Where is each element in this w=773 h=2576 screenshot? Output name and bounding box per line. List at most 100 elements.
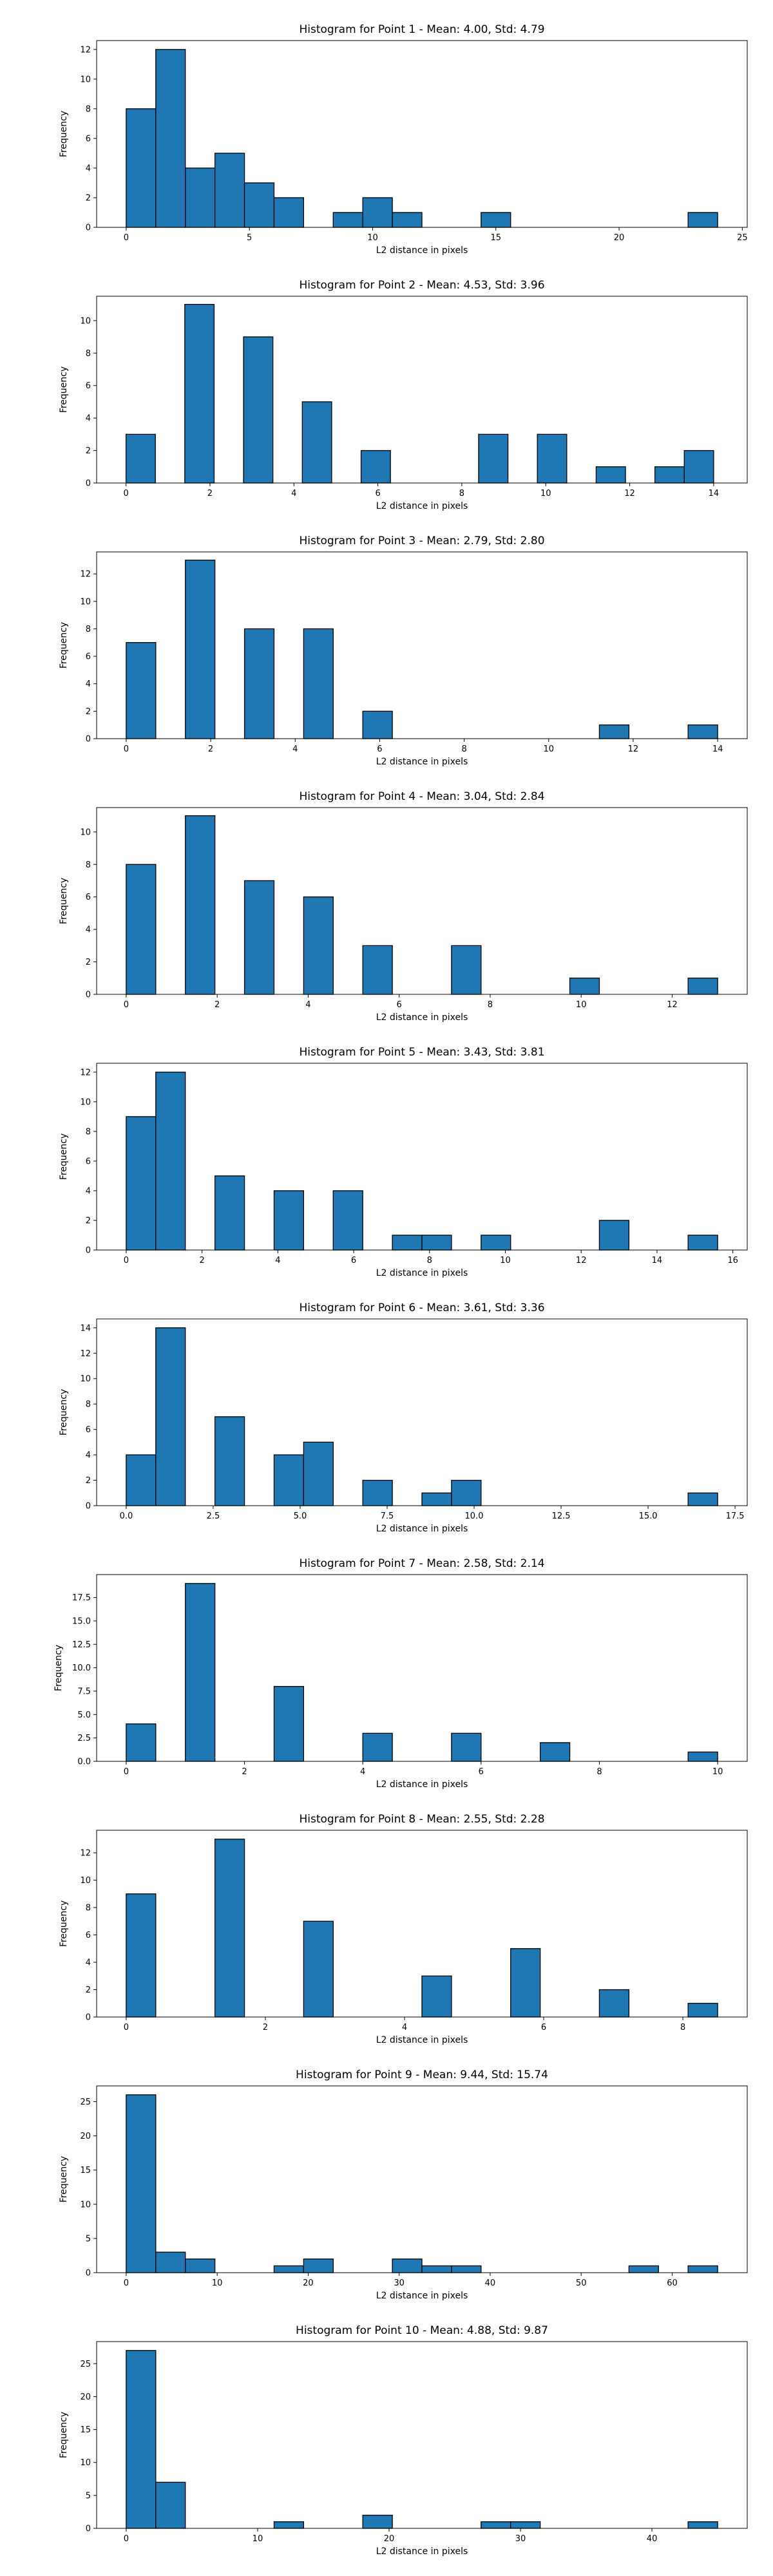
y-tick-label: 8 <box>86 1127 91 1137</box>
y-tick-label: 8 <box>86 349 91 359</box>
histogram-bar <box>362 1732 393 1762</box>
histogram-bar <box>125 433 156 484</box>
y-tick-label: 12 <box>80 570 91 580</box>
y-tick-label: 0 <box>86 2524 91 2534</box>
x-tick-label: 12.5 <box>552 1511 571 1521</box>
y-tick-label: 0 <box>86 735 91 744</box>
x-axis-label: L2 distance in pixels <box>376 757 468 767</box>
chart-panel-8: Histogram for Point 8 - Mean: 2.55, Std:… <box>59 1813 748 2045</box>
axes-frame <box>96 2341 748 2529</box>
x-tick-label: 6 <box>541 2023 546 2032</box>
y-tick-label: 6 <box>86 1425 91 1435</box>
y-tick-label: 6 <box>86 652 91 662</box>
x-tick-label: 6 <box>479 1767 484 1777</box>
x-tick-label: 12 <box>628 744 639 754</box>
histogram-bar <box>392 212 423 228</box>
histogram-bar <box>332 1190 363 1251</box>
chart-panel-4: Histogram for Point 4 - Mean: 3.04, Std:… <box>59 790 748 1023</box>
y-tick-label: 0 <box>86 990 91 1000</box>
x-tick-label: 2 <box>208 744 213 754</box>
chart-panel-10: Histogram for Point 10 - Mean: 4.88, Std… <box>59 2324 748 2557</box>
histogram-bar <box>243 880 275 995</box>
histogram-bar <box>598 724 630 739</box>
histogram-bar <box>687 212 718 228</box>
histogram-bar <box>185 2259 216 2273</box>
chart-panel-5: Histogram for Point 5 - Mean: 3.43, Std:… <box>59 1046 748 1278</box>
x-tick-label: 50 <box>576 2278 587 2288</box>
x-tick-label: 5.0 <box>294 1511 307 1521</box>
histogram-bar <box>451 1479 482 1506</box>
x-tick-label: 6 <box>377 744 382 754</box>
x-tick-label: 14 <box>709 489 720 498</box>
x-tick-label: 0 <box>124 1767 129 1777</box>
x-tick-label: 8 <box>459 489 464 498</box>
y-axis-label: Frequency <box>59 1389 69 1435</box>
x-tick-label: 10 <box>540 489 551 498</box>
x-axis-label: L2 distance in pixels <box>376 2546 468 2557</box>
y-tick-label: 5 <box>86 2491 91 2501</box>
histogram-bar <box>478 433 509 484</box>
x-tick-label: 2 <box>199 1256 204 1265</box>
y-tick-label: 2 <box>86 193 91 203</box>
histogram-bar <box>273 2265 305 2273</box>
y-tick-label: 0.0 <box>77 1757 91 1767</box>
chart-panel-7: Histogram for Point 7 - Mean: 2.58, Std:… <box>53 1557 748 1790</box>
x-axis-label: L2 distance in pixels <box>376 1268 468 1278</box>
y-tick-label: 10 <box>80 316 91 326</box>
y-axis-label: Frequency <box>59 2412 69 2458</box>
y-tick-label: 0 <box>86 1502 91 1511</box>
y-tick-label: 10 <box>80 2200 91 2210</box>
y-tick-label: 6 <box>86 1931 91 1940</box>
histogram-bar <box>273 1686 305 1762</box>
y-tick-label: 10.0 <box>72 1663 91 1673</box>
chart-title: Histogram for Point 9 - Mean: 9.44, Std:… <box>296 2069 548 2081</box>
histogram-bar <box>155 49 186 228</box>
chart-title: Histogram for Point 6 - Mean: 3.61, Std:… <box>299 1302 544 1314</box>
x-axis-label: L2 distance in pixels <box>376 245 468 256</box>
histogram-bar <box>303 2259 334 2273</box>
x-tick-label: 10 <box>253 2534 263 2544</box>
x-tick-label: 10 <box>712 1767 723 1777</box>
x-tick-label: 8 <box>461 744 466 754</box>
histogram-bar <box>421 2265 452 2273</box>
y-tick-label: 12 <box>80 45 91 55</box>
histogram-bar <box>451 945 482 995</box>
y-axis-label: Frequency <box>59 366 69 413</box>
axes-frame <box>96 551 748 739</box>
histogram-bar <box>185 1583 216 1762</box>
x-tick-label: 0 <box>124 2534 129 2544</box>
histogram-bar <box>243 628 275 739</box>
histogram-bar <box>481 1235 511 1251</box>
y-tick-label: 12.5 <box>72 1640 91 1650</box>
histogram-bar <box>654 466 685 484</box>
histogram-bar <box>214 153 245 228</box>
x-tick-label: 0 <box>124 1000 129 1010</box>
x-tick-label: 40 <box>647 2534 658 2544</box>
x-tick-label: 30 <box>394 2278 405 2288</box>
histogram-bar <box>360 450 391 484</box>
y-tick-label: 14 <box>80 1323 91 1333</box>
x-tick-label: 0 <box>124 2278 129 2288</box>
x-tick-label: 8 <box>488 1000 493 1010</box>
histogram-bar <box>362 2514 393 2529</box>
y-tick-label: 4 <box>86 1186 91 1196</box>
histogram-bar <box>155 2251 186 2273</box>
histogram-bar <box>126 2350 157 2529</box>
x-tick-label: 10 <box>500 1256 511 1265</box>
histogram-bar <box>243 336 274 484</box>
axes-frame <box>96 296 748 484</box>
y-tick-label: 6 <box>86 893 91 902</box>
histogram-bar <box>273 2521 305 2529</box>
histogram-bar <box>421 1975 452 2018</box>
histogram-bar <box>243 182 275 228</box>
x-tick-label: 0 <box>124 233 129 243</box>
histogram-bar <box>510 1948 541 2018</box>
x-tick-label: 2 <box>263 2023 268 2032</box>
y-tick-label: 25 <box>80 2360 91 2369</box>
y-tick-label: 8 <box>86 1904 91 1913</box>
x-tick-label: 6 <box>397 1000 402 1010</box>
histogram-bar <box>421 1235 452 1251</box>
x-axis-label: L2 distance in pixels <box>376 2035 468 2045</box>
y-tick-label: 2 <box>86 958 91 967</box>
chart-title: Histogram for Point 3 - Mean: 2.79, Std:… <box>299 535 544 547</box>
